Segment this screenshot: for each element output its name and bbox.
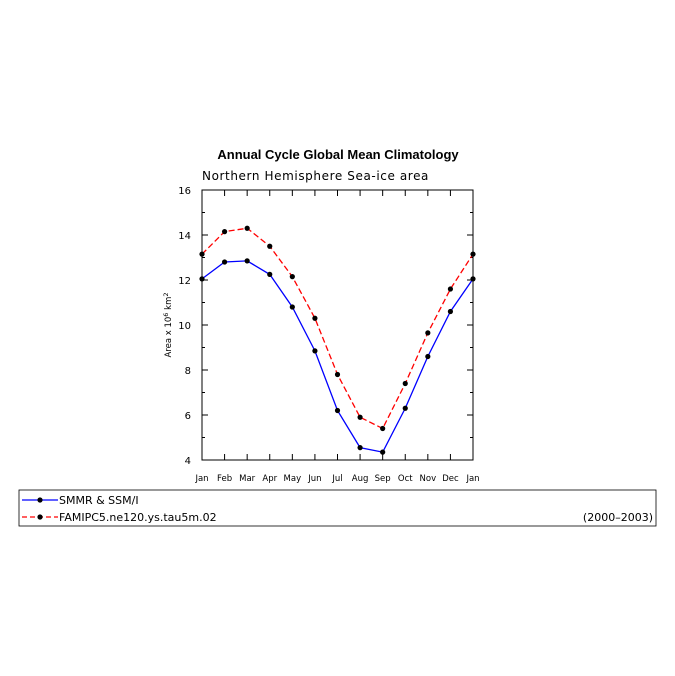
x-tick-label: Sep (375, 474, 391, 484)
y-tick-label: 12 (178, 276, 191, 287)
legend-label-series-2: FAMIPC5.ne120.ys.tau5m.02 (59, 511, 217, 524)
series-2-point (380, 426, 385, 431)
legend-item-1: SMMR & SSM/I (22, 494, 139, 507)
series-2-point (199, 252, 204, 257)
series-2-point (222, 229, 227, 234)
series-2-point (448, 286, 453, 291)
legend-label-series-1: SMMR & SSM/I (59, 494, 139, 507)
series-1-point (199, 276, 204, 281)
y-tick-label: 4 (185, 456, 191, 467)
x-axis-tick-labels: Jan Feb Mar Apr May Jun Jul Aug Sep Oct Nov Dec Jan (194, 474, 479, 484)
x-tick-label: Jul (331, 474, 342, 484)
legend: SMMR & SSM/I FAMIPC5.ne120.ys.tau5m.02 (… (19, 490, 656, 526)
series-1-point (267, 272, 272, 277)
series-1-point (470, 276, 475, 281)
series-2-point (267, 244, 272, 249)
series-1-point (335, 408, 340, 413)
chart-subtitle: Northern Hemisphere Sea-ice area (202, 169, 429, 183)
series-2-point (357, 415, 362, 420)
y-axis-tick-labels: 4 6 8 10 12 14 16 (178, 186, 191, 467)
y-tick-label: 16 (178, 186, 191, 197)
legend-marker-series-1 (37, 497, 42, 502)
series-layer (199, 226, 475, 455)
x-tick-label: Aug (352, 474, 369, 484)
y-tick-label: 6 (185, 411, 191, 422)
y-axis-label: Area x 106 km2 (162, 293, 174, 358)
series-line-1 (202, 261, 473, 452)
x-tick-label: Dec (442, 474, 459, 484)
legend-marker-series-2 (37, 514, 42, 519)
chart-figure: Annual Cycle Global Mean Climatology Nor… (0, 0, 675, 676)
x-tick-label: Apr (262, 474, 277, 484)
chart-title: Annual Cycle Global Mean Climatology (217, 147, 459, 162)
series-1-point (222, 259, 227, 264)
series-1-point (380, 450, 385, 455)
x-tick-label: Jun (307, 474, 321, 484)
series-1-point (448, 309, 453, 314)
x-tick-label: Nov (420, 474, 437, 484)
series-1-point (425, 354, 430, 359)
series-1-point (290, 304, 295, 309)
x-tick-label: Mar (239, 474, 256, 484)
series-1-point (312, 348, 317, 353)
x-tick-label: Feb (217, 474, 232, 484)
series-line-2 (202, 228, 473, 428)
x-tick-label: May (284, 474, 302, 484)
y-tick-label: 8 (185, 366, 191, 377)
legend-item-2: FAMIPC5.ne120.ys.tau5m.02 (22, 511, 217, 524)
x-tick-label: Jan (465, 474, 479, 484)
y-tick-label: 10 (178, 321, 191, 332)
series-1-point (357, 445, 362, 450)
series-2-point (470, 252, 475, 257)
series-2-point (290, 274, 295, 279)
series-1-point (403, 406, 408, 411)
series-2-point (403, 381, 408, 386)
legend-period: (2000–2003) (583, 511, 653, 524)
series-2-point (335, 372, 340, 377)
x-tick-label: Jan (194, 474, 208, 484)
series-2-point (245, 226, 250, 231)
series-2-point (312, 316, 317, 321)
x-tick-label: Oct (398, 474, 413, 484)
series-2-point (425, 330, 430, 335)
y-tick-label: 14 (178, 231, 191, 242)
series-1-point (245, 258, 250, 263)
